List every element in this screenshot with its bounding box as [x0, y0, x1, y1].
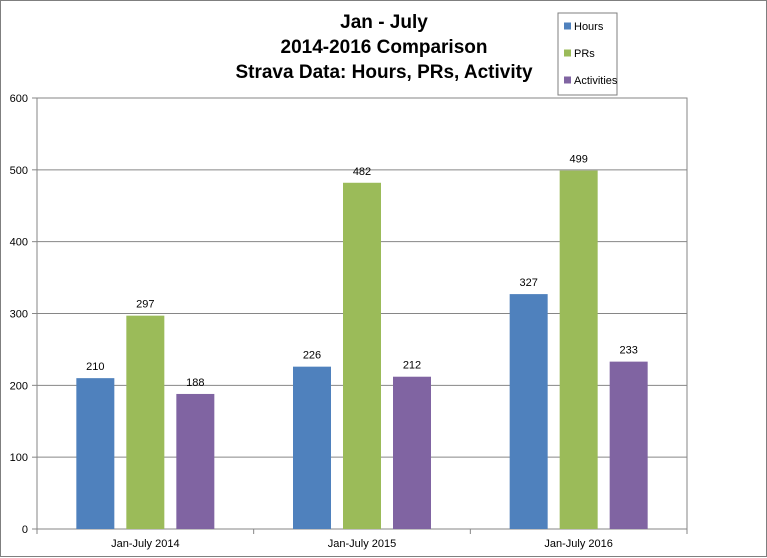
chart-title-line-1: Jan - July: [340, 12, 428, 33]
bar-prs-1: [126, 315, 165, 529]
legend-label-prs: PRs: [574, 48, 595, 60]
y-tick-label: 600: [10, 93, 28, 105]
legend-label-activities: Activities: [574, 75, 618, 87]
x-tick-label: Jan-July 2016: [544, 538, 613, 550]
legend-swatch-hours: [564, 22, 571, 30]
x-tick-label: Jan-July 2015: [328, 538, 397, 550]
bar-activities-2: [393, 376, 431, 529]
data-label-prs-2: 482: [353, 166, 371, 178]
bar-hours-2: [293, 366, 331, 529]
legend: Hours PRs Activities: [557, 12, 618, 96]
data-label-hours-2: 226: [303, 350, 321, 362]
plot-area: 0 100 200 300 400 500 600 210 297 188 Jan-July 201…: [10, 93, 688, 550]
data-label-activities-3: 233: [619, 345, 637, 357]
legend-swatch-prs: [564, 49, 571, 57]
legend-swatch-activities: [564, 76, 571, 84]
legend-label-hours: Hours: [574, 21, 604, 33]
y-tick-label: 0: [22, 524, 28, 536]
data-label-hours-1: 210: [86, 361, 104, 373]
chart-title: Jan - July 2014-2016 Comparison Strava D…: [235, 12, 532, 83]
bar-hours-1: [76, 378, 115, 529]
x-tick-label: Jan-July 2014: [111, 538, 180, 550]
data-label-activities-1: 188: [186, 377, 204, 389]
bar-prs-2: [343, 182, 381, 529]
data-label-hours-3: 327: [519, 277, 537, 289]
data-label-prs-3: 499: [569, 154, 587, 166]
bar-activities-3: [609, 361, 648, 529]
bar-hours-3: [509, 294, 548, 529]
data-label-prs-1: 297: [136, 299, 154, 311]
y-tick-label: 500: [10, 165, 28, 177]
bar-activities-1: [176, 393, 215, 529]
y-tick-label: 400: [10, 237, 28, 249]
y-tick-label: 200: [10, 380, 28, 392]
chart-title-line-3: Strava Data: Hours, PRs, Activity: [235, 62, 532, 83]
chart-title-line-2: 2014-2016 Comparison: [281, 37, 488, 58]
data-label-activities-2: 212: [403, 360, 421, 372]
y-tick-label: 300: [10, 309, 28, 321]
y-tick-label: 100: [10, 452, 28, 464]
bar-prs-3: [559, 170, 598, 529]
